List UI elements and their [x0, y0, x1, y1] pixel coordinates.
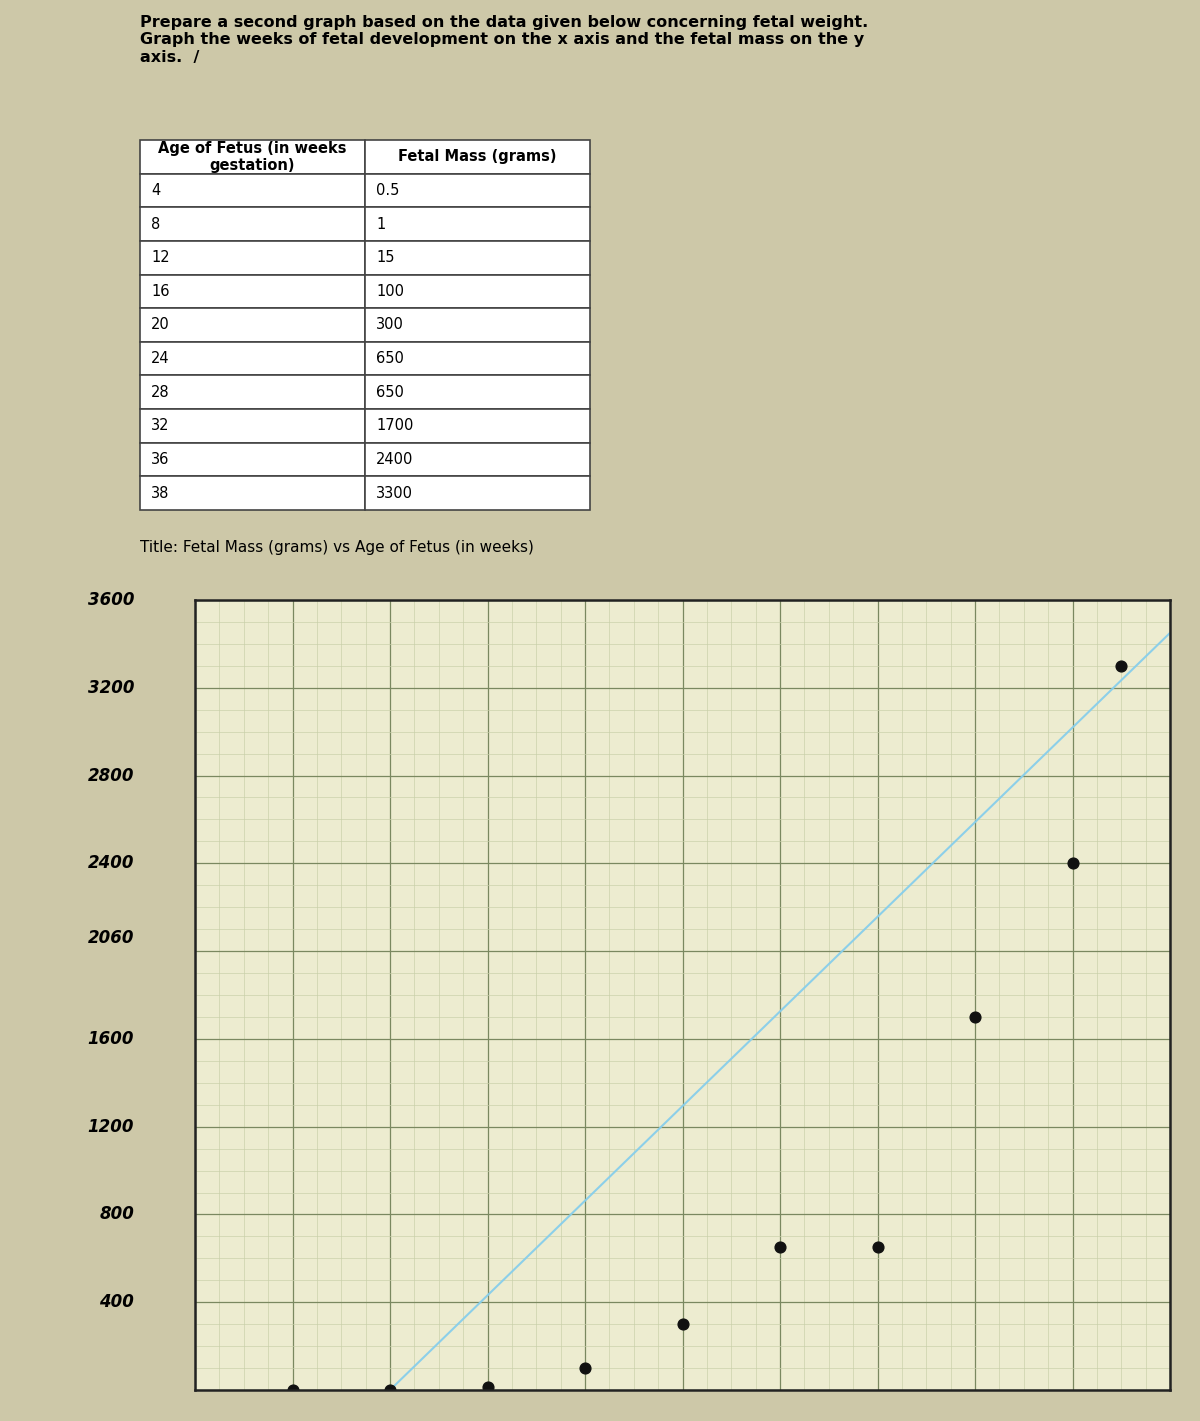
- Text: 1600: 1600: [88, 1030, 134, 1047]
- Point: [478, 1376, 497, 1398]
- Point: [673, 1313, 692, 1336]
- Point: [1111, 655, 1130, 678]
- Point: [380, 1378, 400, 1401]
- Text: 2400: 2400: [88, 854, 134, 872]
- Point: [770, 1236, 790, 1259]
- Text: 3200: 3200: [88, 679, 134, 696]
- Point: [576, 1357, 595, 1380]
- Text: Prepare a second graph based on the data given below concerning fetal weight.
Gr: Prepare a second graph based on the data…: [140, 16, 869, 65]
- Point: [283, 1378, 302, 1401]
- Point: [965, 1006, 984, 1029]
- Text: 3600: 3600: [88, 591, 134, 610]
- Point: [868, 1236, 887, 1259]
- Text: Title: Fetal Mass (grams) vs Age of Fetus (in weeks): Title: Fetal Mass (grams) vs Age of Fetu…: [140, 540, 534, 556]
- Text: 2060: 2060: [88, 929, 134, 946]
- Text: 400: 400: [100, 1293, 134, 1312]
- Text: 1200: 1200: [88, 1118, 134, 1135]
- Point: [1063, 853, 1082, 875]
- Text: 800: 800: [100, 1205, 134, 1223]
- Text: 2800: 2800: [88, 766, 134, 784]
